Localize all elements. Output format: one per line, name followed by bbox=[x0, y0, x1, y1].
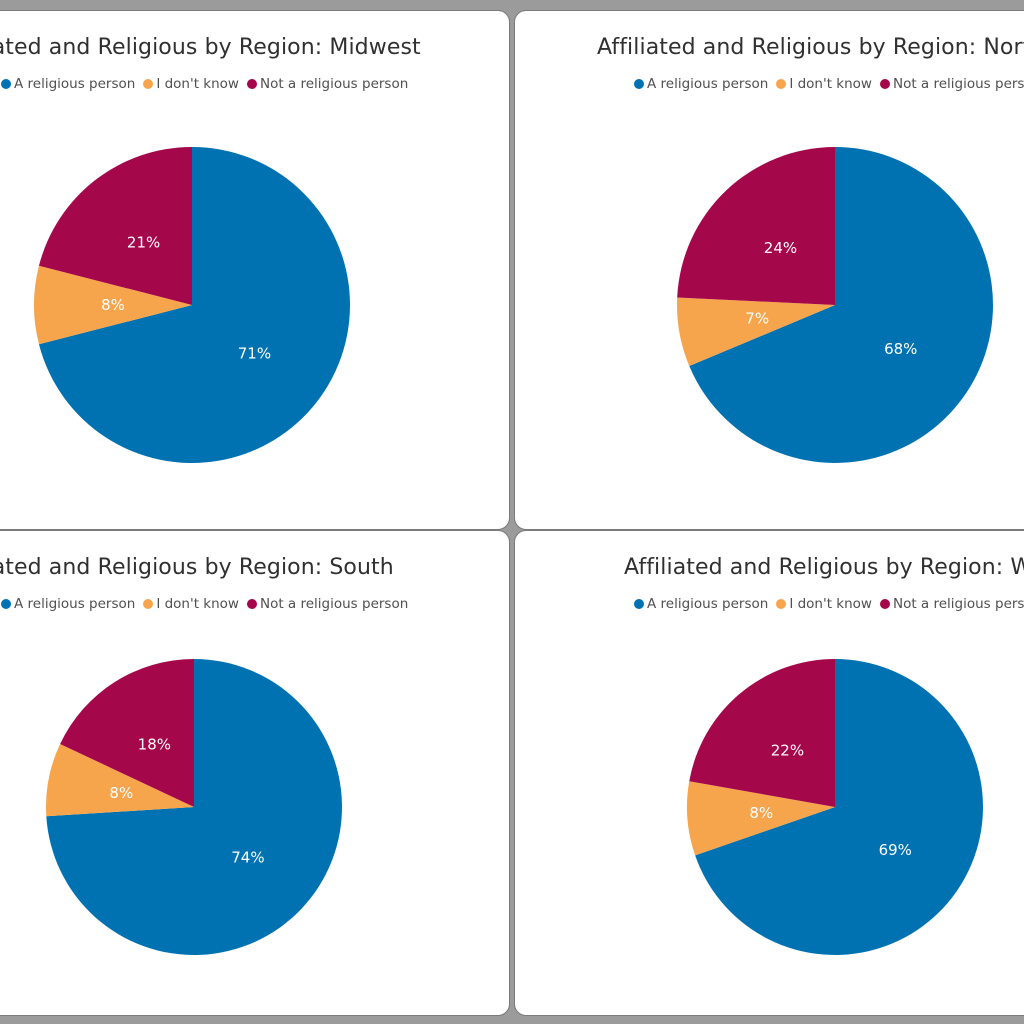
pie-data-label: 24% bbox=[764, 239, 797, 257]
chart-panel-northeast: Affiliated and Religious by Region: Nort… bbox=[514, 10, 1024, 530]
chart-title: Affiliated and Religious by Region: West bbox=[624, 555, 1024, 580]
pie-slice-not-religious bbox=[38, 147, 192, 305]
pie-data-label: 8% bbox=[109, 784, 133, 802]
legend-item-dont-know: I don't know bbox=[776, 76, 872, 92]
legend-label: Not a religious person bbox=[892, 596, 1024, 612]
legend-item-religious: A religious person bbox=[634, 76, 768, 92]
legend-swatch-not-religious bbox=[246, 599, 257, 609]
chart-panel-south: Affiliated and Religious by Region: Sout… bbox=[0, 530, 510, 1016]
pie-slice-religious bbox=[689, 147, 994, 463]
pie-data-label: 22% bbox=[771, 741, 804, 759]
pie-slice-religious bbox=[695, 659, 983, 955]
pie-slice-dont-know bbox=[34, 265, 193, 345]
chart-title: Affiliated and Religious by Region: Sout… bbox=[0, 555, 394, 580]
pie-data-label: 18% bbox=[138, 736, 171, 754]
legend-swatch-religious bbox=[634, 599, 644, 609]
legend-swatch-not-religious bbox=[879, 599, 890, 609]
legend-label: I don't know bbox=[156, 76, 239, 92]
legend-item-not-religious: Not a religious person bbox=[246, 76, 409, 92]
pie-data-label: 8% bbox=[101, 296, 125, 314]
legend-label: I don't know bbox=[789, 596, 872, 612]
legend-item-not-religious: Not a religious person bbox=[246, 596, 409, 612]
legend-swatch-dont-know bbox=[143, 599, 154, 609]
legend-label: A religious person bbox=[14, 596, 136, 612]
legend-swatch-religious bbox=[1, 599, 11, 609]
legend-label: Not a religious person bbox=[892, 76, 1024, 92]
legend-label: Not a religious person bbox=[259, 596, 409, 612]
legend-swatch-dont-know bbox=[776, 599, 787, 609]
pie-slice-dont-know bbox=[677, 297, 835, 367]
chart-legend: A religious person I don't know Not a re… bbox=[1, 76, 408, 92]
pie-data-label: 7% bbox=[745, 310, 769, 328]
pie-chart: 68% 7% 24% bbox=[677, 147, 994, 463]
pie-data-label: 68% bbox=[884, 340, 917, 358]
legend-label: A religious person bbox=[647, 76, 769, 92]
legend-item-religious: A religious person bbox=[1, 596, 135, 612]
legend-item-dont-know: I don't know bbox=[143, 596, 239, 612]
pie-slice-dont-know bbox=[46, 743, 194, 817]
chart-title: Affiliated and Religious by Region: Nort… bbox=[597, 35, 1024, 60]
legend-swatch-dont-know bbox=[776, 79, 787, 89]
pie-slice-religious bbox=[46, 659, 342, 955]
legend-swatch-dont-know bbox=[143, 79, 154, 89]
pie-chart: 71% 8% 21% bbox=[34, 147, 351, 463]
pie-slice-religious bbox=[38, 147, 351, 463]
legend-item-religious: A religious person bbox=[1, 76, 135, 92]
legend-label: Not a religious person bbox=[259, 76, 409, 92]
legend-item-not-religious: Not a religious person bbox=[879, 596, 1024, 612]
chart-legend: A religious person I don't know Not a re… bbox=[634, 76, 1024, 92]
pie-data-label: 8% bbox=[749, 804, 773, 822]
pie-slice-not-religious bbox=[60, 659, 194, 807]
chart-panel-west: Affiliated and Religious by Region: West… bbox=[514, 530, 1024, 1016]
legend-label: A religious person bbox=[647, 596, 769, 612]
pie-slice-not-religious bbox=[689, 659, 835, 807]
chart-panel-midwest: Affiliated and Religious by Region: Midw… bbox=[0, 10, 510, 530]
pie-chart: 74% 8% 18% bbox=[46, 659, 342, 955]
legend-swatch-religious bbox=[1, 79, 11, 89]
chart-legend: A religious person I don't know Not a re… bbox=[1, 596, 408, 612]
pie-data-label: 69% bbox=[879, 841, 912, 859]
chart-title: Affiliated and Religious by Region: Midw… bbox=[0, 35, 421, 60]
legend-label: A religious person bbox=[14, 76, 136, 92]
legend-item-dont-know: I don't know bbox=[776, 596, 872, 612]
pie-slice-not-religious bbox=[677, 147, 835, 305]
chart-legend: A religious person I don't know Not a re… bbox=[634, 596, 1024, 612]
legend-item-not-religious: Not a religious person bbox=[879, 76, 1024, 92]
legend-swatch-religious bbox=[634, 79, 644, 89]
legend-swatch-not-religious bbox=[879, 79, 890, 89]
pie-data-label: 74% bbox=[231, 849, 264, 867]
pie-data-label: 21% bbox=[127, 234, 160, 252]
pie-data-label: 71% bbox=[238, 344, 271, 362]
legend-item-religious: A religious person bbox=[634, 596, 768, 612]
legend-label: I don't know bbox=[156, 596, 239, 612]
legend-label: I don't know bbox=[789, 76, 872, 92]
pie-chart: 69% 8% 22% bbox=[687, 659, 983, 955]
pie-slice-dont-know bbox=[687, 781, 835, 856]
legend-swatch-not-religious bbox=[246, 79, 257, 89]
legend-item-dont-know: I don't know bbox=[143, 76, 239, 92]
